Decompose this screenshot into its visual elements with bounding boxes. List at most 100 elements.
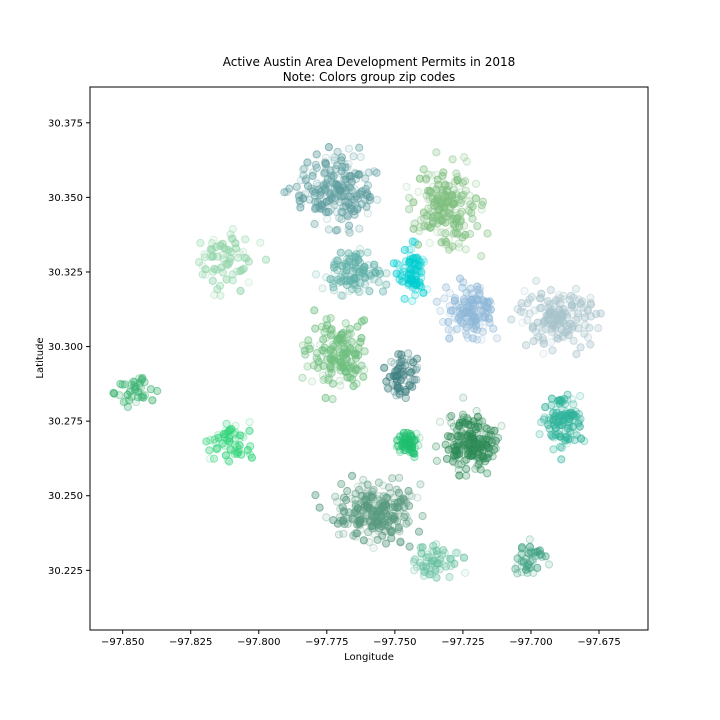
scatter-point	[444, 317, 453, 327]
scatter-point	[408, 283, 417, 292]
scatter-point	[406, 368, 415, 377]
scatter-point	[528, 555, 537, 565]
scatter-point	[549, 445, 558, 454]
scatter-point	[351, 489, 360, 498]
scatter-point	[457, 207, 466, 216]
scatter-point	[312, 270, 321, 279]
scatter-point	[196, 238, 205, 248]
scatter-point	[312, 354, 321, 363]
scatter-point	[325, 196, 334, 205]
scatter-point	[331, 492, 340, 501]
scatter-point	[238, 431, 247, 440]
scatter-point	[536, 550, 546, 559]
y-tick-label: 30.250	[48, 491, 83, 502]
scatter-point	[216, 291, 225, 300]
scatter-point	[343, 486, 352, 496]
scatter-point	[332, 226, 341, 235]
scatter-point	[422, 175, 431, 184]
scatter-point	[407, 435, 416, 444]
scatter-point	[386, 489, 395, 498]
scatter-point	[459, 393, 468, 402]
scatter-point	[326, 364, 335, 373]
scatter-point	[405, 205, 414, 214]
scatter-point	[544, 560, 554, 569]
scatter-point	[348, 514, 357, 523]
scatter-point	[347, 185, 356, 194]
scatter-point	[419, 208, 428, 217]
scatter-point	[323, 175, 332, 184]
scatter-point	[460, 221, 469, 230]
scatter-point	[135, 378, 145, 388]
scatter-point	[356, 249, 365, 258]
scatter-point	[449, 229, 458, 238]
scatter-point	[539, 349, 548, 358]
scatter-point	[454, 313, 463, 322]
scatter-point	[441, 237, 450, 246]
scatter-point	[568, 395, 577, 404]
scatter-point	[540, 317, 549, 326]
scatter-point	[488, 452, 497, 461]
scatter-point	[357, 333, 366, 343]
scatter-point	[130, 385, 139, 394]
scatter-point	[342, 266, 351, 275]
scatter-point	[389, 259, 398, 268]
scatter-point	[476, 465, 485, 474]
scatter-point	[471, 294, 480, 303]
scatter-point	[350, 350, 359, 359]
scatter-point	[208, 252, 217, 261]
scatter-point	[409, 198, 418, 207]
scatter-point	[206, 454, 215, 463]
scatter-point	[554, 291, 563, 300]
scatter-point	[423, 550, 432, 559]
scatter-point	[432, 297, 441, 306]
scatter-point	[392, 485, 401, 494]
scatter-point	[353, 284, 362, 294]
scatter-point	[354, 482, 363, 491]
scatter-point	[410, 375, 419, 384]
scatter-point	[497, 421, 506, 430]
scatter-point	[451, 177, 460, 186]
scatter-point	[549, 408, 558, 417]
scatter-point	[490, 441, 499, 450]
scatter-point	[479, 314, 488, 323]
scatter-point	[327, 171, 336, 180]
scatter-point	[446, 432, 455, 441]
scatter-point	[322, 273, 331, 282]
scatter-point	[428, 213, 437, 222]
scatter-point	[394, 523, 403, 532]
scatter-point	[408, 448, 417, 457]
scatter-point	[298, 341, 307, 350]
scatter-point	[565, 435, 575, 444]
scatter-point	[547, 394, 557, 403]
scatter-point	[462, 157, 471, 166]
scatter-point	[445, 572, 454, 582]
scatter-point	[457, 429, 466, 438]
scatter-point	[363, 480, 372, 489]
scatter-point	[568, 324, 577, 334]
scatter-point	[341, 269, 350, 278]
scatter-point	[411, 276, 420, 285]
scatter-point	[546, 286, 555, 295]
chart-subtitle: Note: Colors group zip codes	[283, 70, 456, 84]
scatter-point	[326, 345, 336, 354]
scatter-point	[426, 563, 435, 572]
scatter-point	[322, 513, 331, 522]
scatter-point	[244, 257, 253, 266]
scatter-point	[533, 563, 542, 573]
scatter-point	[321, 208, 331, 217]
scatter-point	[357, 187, 366, 196]
scatter-point	[570, 293, 579, 302]
scatter-point	[465, 441, 474, 450]
scatter-point	[410, 555, 419, 564]
scatter-point	[453, 176, 462, 185]
scatter-point	[414, 187, 423, 196]
scatter-point	[579, 309, 588, 318]
scatter-point	[225, 437, 234, 446]
scatter-point	[484, 435, 493, 444]
scatter-point	[452, 224, 461, 233]
scatter-point	[210, 435, 219, 444]
scatter-point	[292, 182, 301, 191]
scatter-point	[228, 225, 237, 234]
scatter-point	[360, 503, 369, 512]
scatter-point	[446, 561, 456, 571]
